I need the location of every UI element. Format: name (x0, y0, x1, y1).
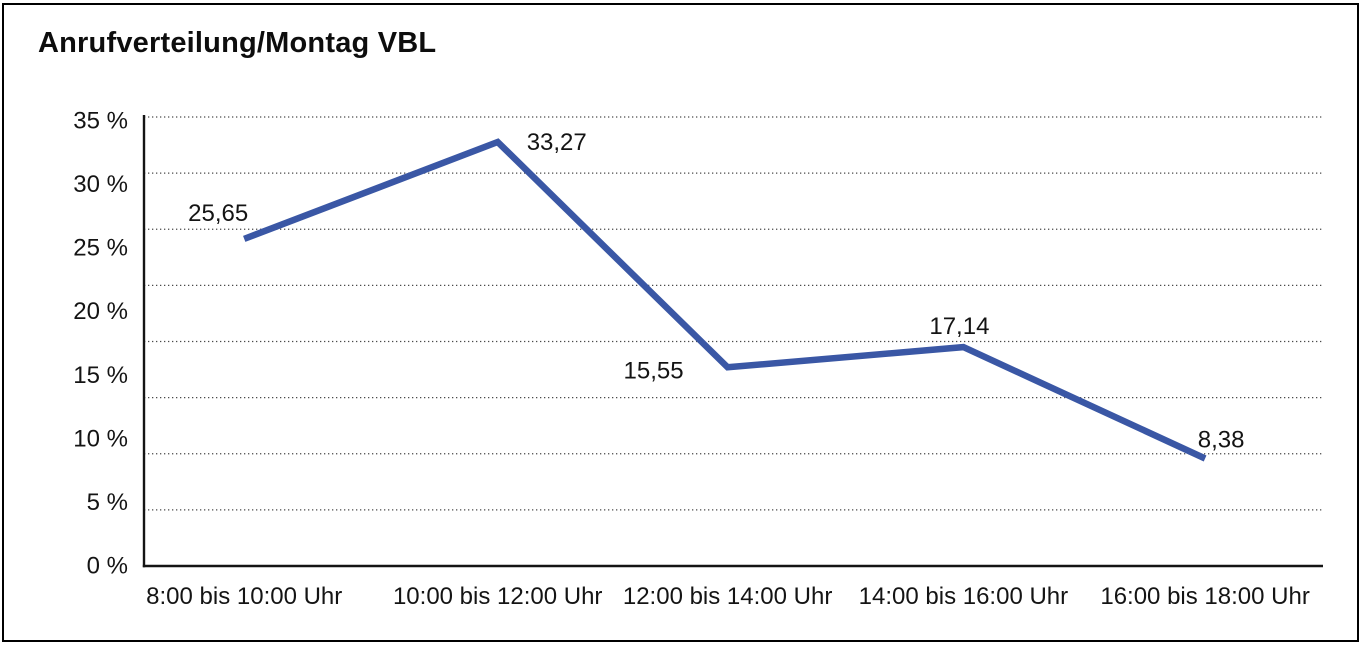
point-value-label: 33,27 (527, 129, 587, 156)
y-tick-label: 25 % (73, 235, 128, 262)
y-tick-label: 0 % (87, 553, 128, 580)
x-tick-label: 10:00 bis 12:00 Uhr (393, 583, 602, 610)
x-tick-label: 14:00 bis 16:00 Uhr (859, 583, 1068, 610)
chart-title: Anrufverteilung/Montag VBL (38, 27, 437, 59)
x-tick-label: 8:00 bis 10:00 Uhr (146, 583, 342, 610)
y-tick-label: 30 % (73, 171, 128, 198)
point-value-label: 8,38 (1198, 426, 1245, 453)
series-line (243, 138, 1207, 462)
y-tick-label: 20 % (73, 298, 128, 325)
y-tick-label: 5 % (87, 489, 128, 516)
y-tick-label: 15 % (73, 362, 128, 389)
point-value-label: 17,14 (929, 313, 989, 340)
x-tick-label: 12:00 bis 14:00 Uhr (623, 583, 832, 610)
point-value-label: 25,65 (188, 200, 248, 227)
y-tick-label: 10 % (73, 425, 128, 452)
point-value-label: 15,55 (624, 357, 684, 384)
y-tick-label: 35 % (73, 108, 128, 135)
x-tick-label: 16:00 bis 18:00 Uhr (1100, 583, 1309, 610)
